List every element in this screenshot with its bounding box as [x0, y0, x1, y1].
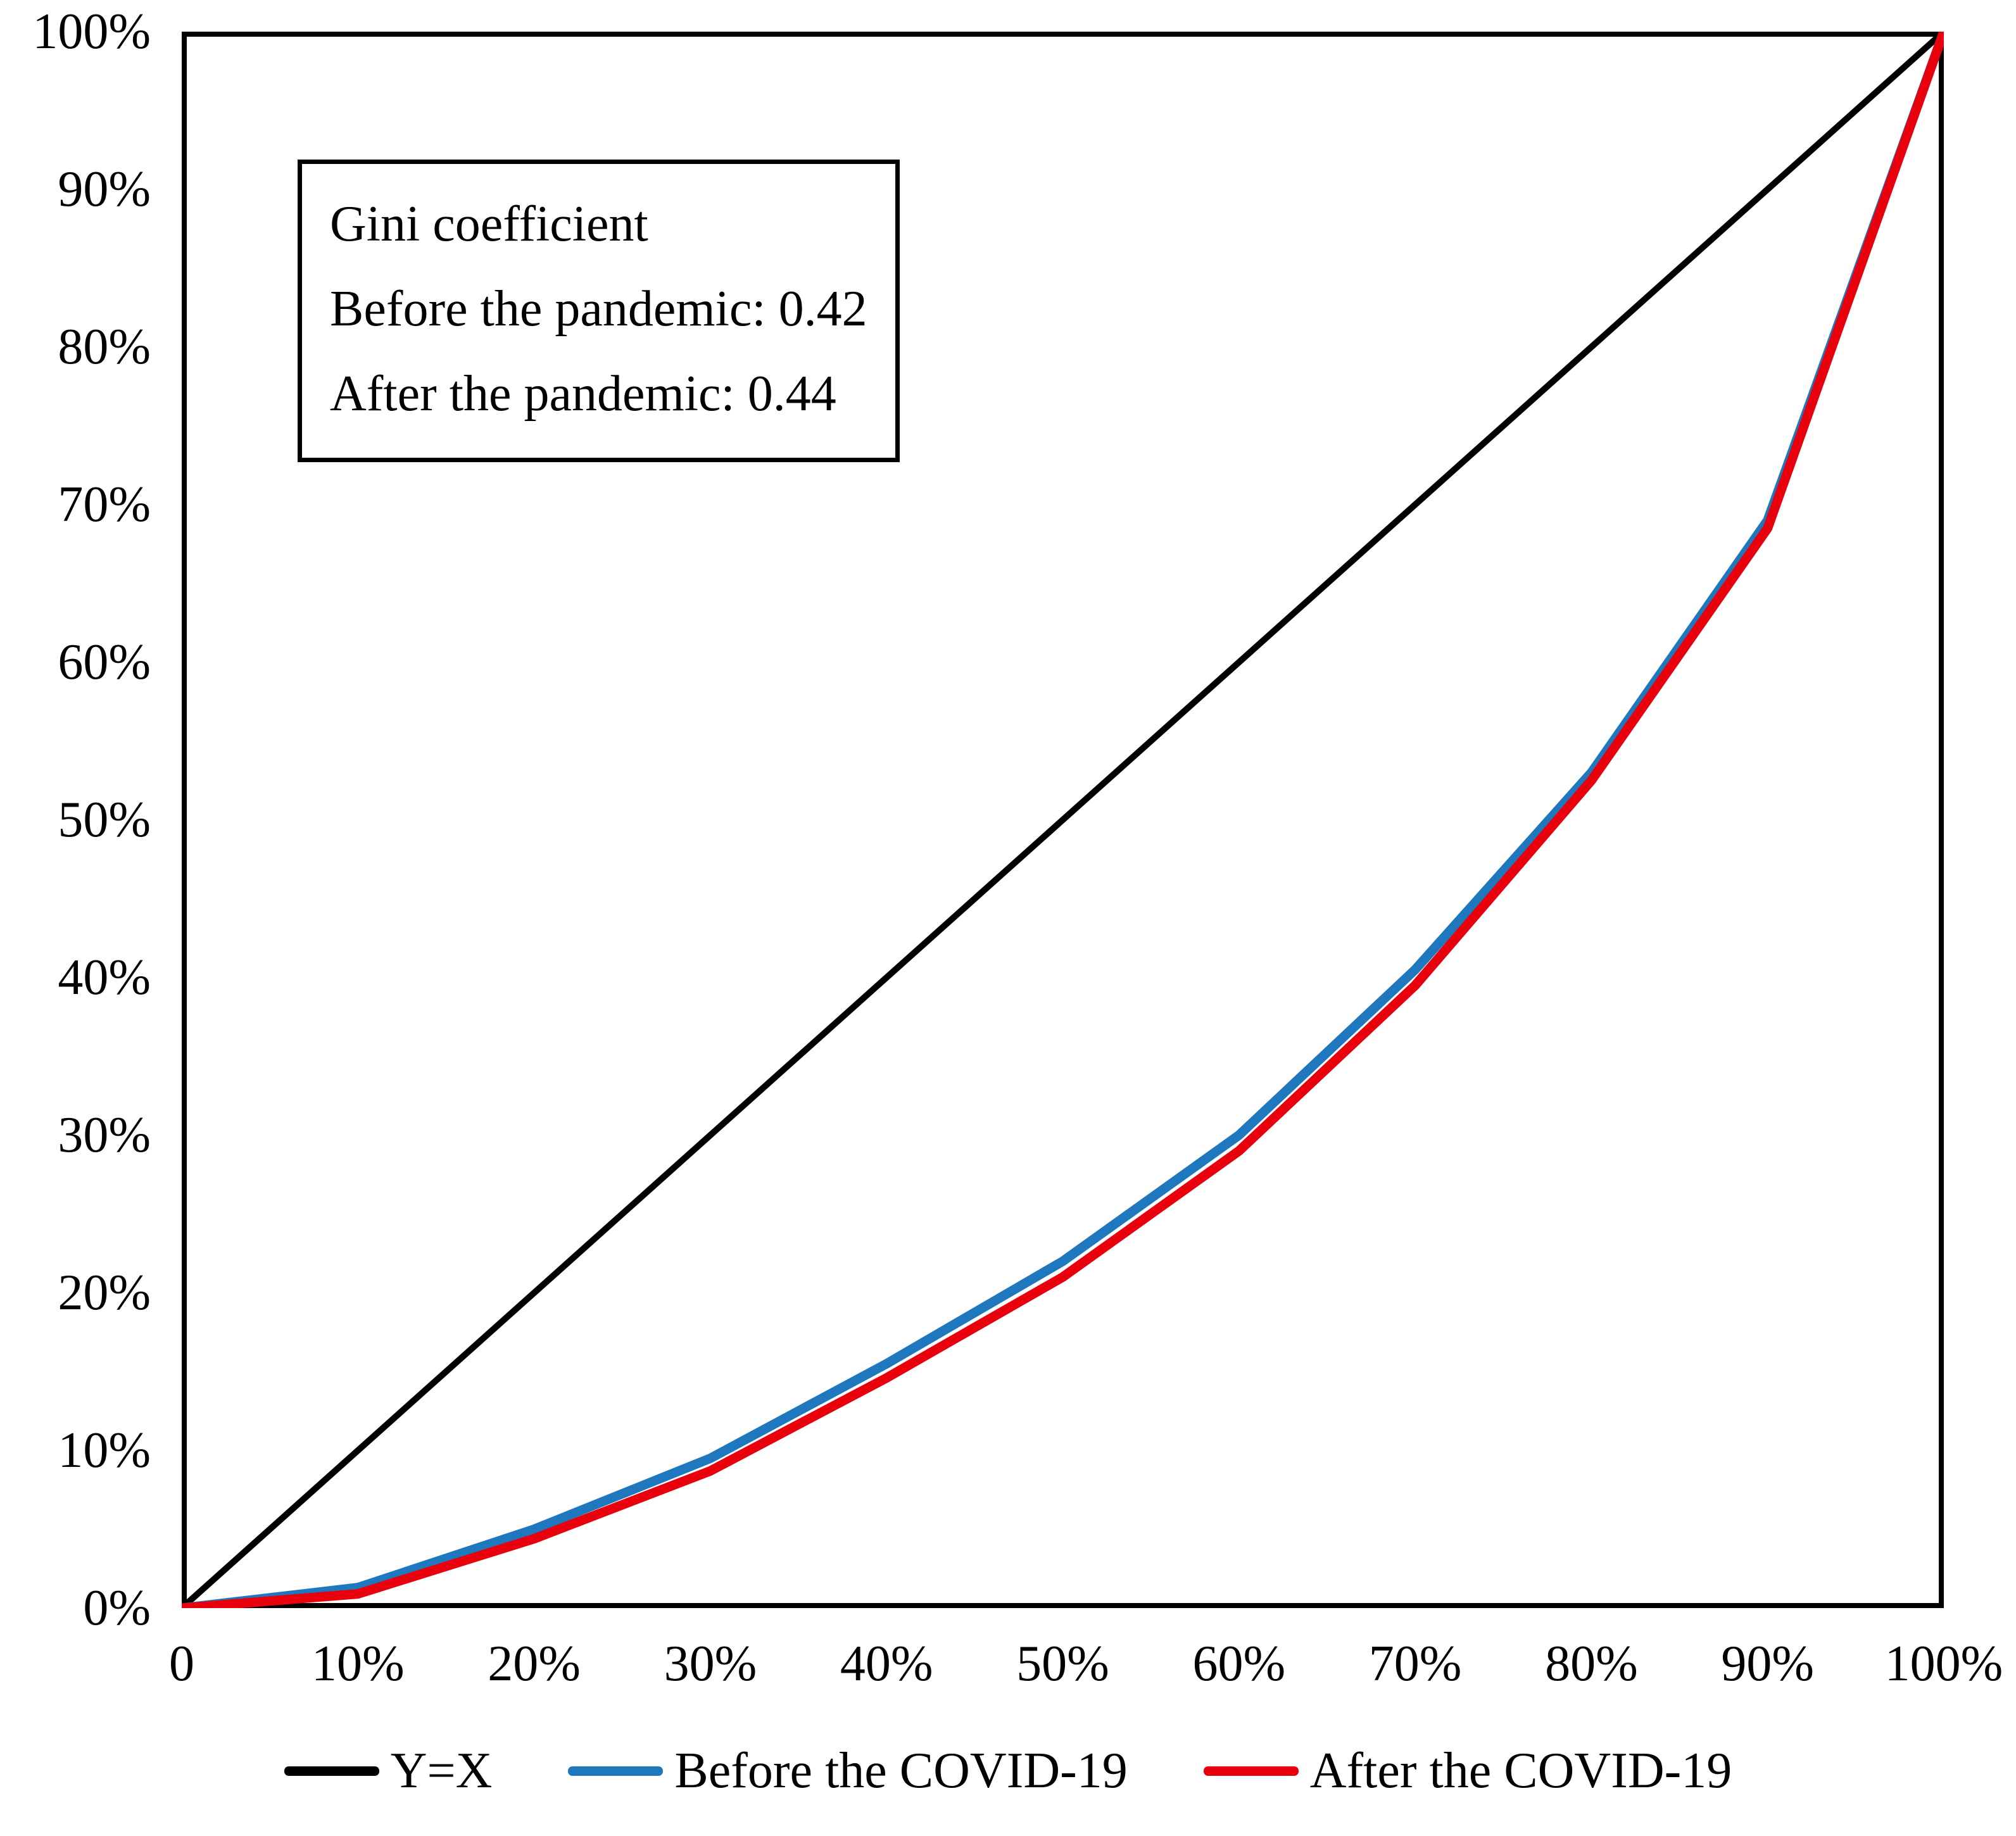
legend-label: After the COVID-19	[1309, 1743, 1732, 1799]
y-axis-tick-label: 80%	[58, 319, 151, 375]
y-axis-tick-label: 90%	[58, 161, 151, 217]
legend-item: Y=X	[284, 1742, 493, 1800]
y-axis-tick-label: 60%	[58, 634, 151, 690]
y-axis-tick-label: 50%	[58, 792, 151, 848]
x-axis-tick-label: 30%	[664, 1636, 757, 1692]
y-axis-tick-label: 20%	[58, 1265, 151, 1321]
x-axis-tick-label: 40%	[840, 1636, 933, 1692]
y-axis-tick-label: 100%	[32, 4, 151, 60]
x-axis-tick-label: 20%	[488, 1636, 581, 1692]
gini-annotation-box: Gini coefficient Before the pandemic: 0.…	[298, 160, 900, 462]
x-axis-tick-label: 80%	[1545, 1636, 1638, 1692]
x-axis-tick-label: 100%	[1884, 1636, 2003, 1692]
y-axis-tick-label: 0%	[83, 1580, 151, 1636]
x-axis-tick-label: 70%	[1368, 1636, 1462, 1692]
annotation-title: Gini coefficient	[330, 196, 648, 252]
y-axis-tick-label: 40%	[58, 950, 151, 1005]
y-axis-tick-label: 10%	[58, 1423, 151, 1478]
legend: Y=X Before the COVID-19 After the COVID-19	[0, 1742, 2016, 1800]
plot-svg	[182, 32, 1944, 1608]
annotation-gini-after: After the pandemic: 0.44	[330, 366, 836, 422]
after-covid-line	[182, 32, 1944, 1608]
x-axis-tick-label: 90%	[1721, 1636, 1814, 1692]
legend-label: Before the COVID-19	[674, 1743, 1128, 1799]
legend-swatch	[284, 1766, 379, 1776]
legend-swatch	[1203, 1766, 1299, 1776]
annotation-gini-before: Before the pandemic: 0.42	[330, 281, 867, 337]
y-axis-tick-label: 70%	[58, 477, 151, 532]
x-axis-tick-label: 50%	[1016, 1636, 1109, 1692]
legend-item: After the COVID-19	[1203, 1742, 1732, 1800]
diagonal-line	[182, 32, 1944, 1608]
x-axis-tick-label: 10%	[311, 1636, 405, 1692]
legend-label: Y=X	[390, 1743, 493, 1799]
x-axis-tick-label: 60%	[1192, 1636, 1286, 1692]
y-axis-tick-label: 30%	[58, 1107, 151, 1163]
legend-item: Before the COVID-19	[568, 1742, 1128, 1800]
legend-swatch	[568, 1766, 664, 1776]
x-axis-tick-label: 0	[169, 1636, 194, 1692]
